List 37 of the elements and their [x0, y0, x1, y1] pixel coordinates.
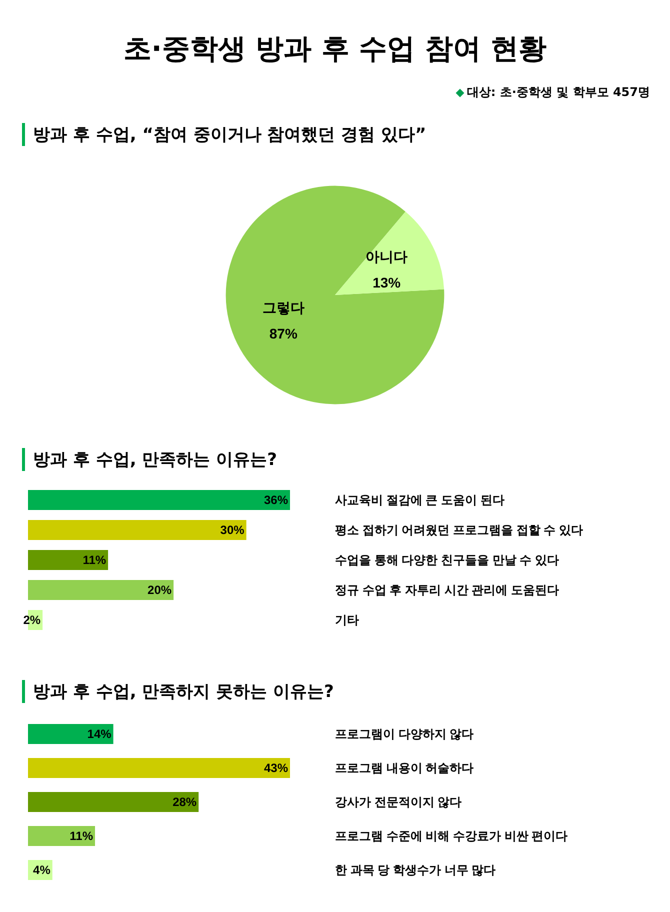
bar [28, 490, 290, 510]
chart-title: 방과 후 수업, 만족하는 이유는? [22, 448, 277, 471]
data-label: 14% [87, 727, 112, 741]
data-label: 87% [269, 326, 298, 342]
y-tick-label: 한 과목 당 학생수가 너무 많다 [335, 863, 496, 877]
data-label: 2% [23, 613, 41, 627]
bar [28, 580, 174, 600]
chart-title: 방과 후 수업, 만족하지 못하는 이유는? [22, 680, 334, 703]
data-label: 36% [264, 493, 288, 507]
y-tick-label: 프로그램 수준에 비해 수강료가 비싼 편이다 [335, 829, 568, 843]
data-label: 11% [70, 829, 94, 843]
y-tick-label: 강사가 전문적이지 않다 [335, 795, 462, 809]
data-label: 30% [220, 523, 245, 537]
bar [28, 550, 108, 570]
data-label: 11% [82, 553, 106, 567]
slice-label: 아니다 [366, 248, 408, 264]
y-tick-label: 프로그램 내용이 허술하다 [335, 761, 474, 775]
y-tick-label: 기타 [335, 613, 359, 627]
y-tick-label: 평소 접하기 어려웠던 프로그램을 접할 수 있다 [335, 523, 584, 537]
data-label: 13% [372, 274, 402, 290]
y-tick-label: 프로그램이 다양하지 않다 [335, 727, 474, 741]
data-label: 20% [148, 583, 172, 597]
y-tick-label: 수업을 통해 다양한 친구들을 만날 수 있다 [335, 553, 560, 567]
bar [28, 520, 246, 540]
bar [28, 792, 199, 812]
data-label: 28% [172, 795, 197, 809]
bar [28, 758, 290, 778]
slice-label: 그렇다 [262, 300, 304, 316]
text: 초·중학생 방과 후 수업 참여 현황 [122, 31, 548, 67]
bar [28, 724, 114, 744]
data-label: 4% [33, 863, 51, 877]
chart-title: 방과 후 수업, “참여 중이거나 참여했던 경험 있다” [22, 123, 426, 146]
y-tick-label: 정규 수업 후 자투리 시간 관리에 도움된다 [335, 583, 560, 597]
text: 대상: 초·중학생 및 학부모 457명 [466, 84, 650, 101]
y-tick-label: 사교육비 절감에 큰 도움이 된다 [335, 493, 504, 507]
bar [28, 826, 96, 846]
data-label: 43% [264, 761, 288, 775]
